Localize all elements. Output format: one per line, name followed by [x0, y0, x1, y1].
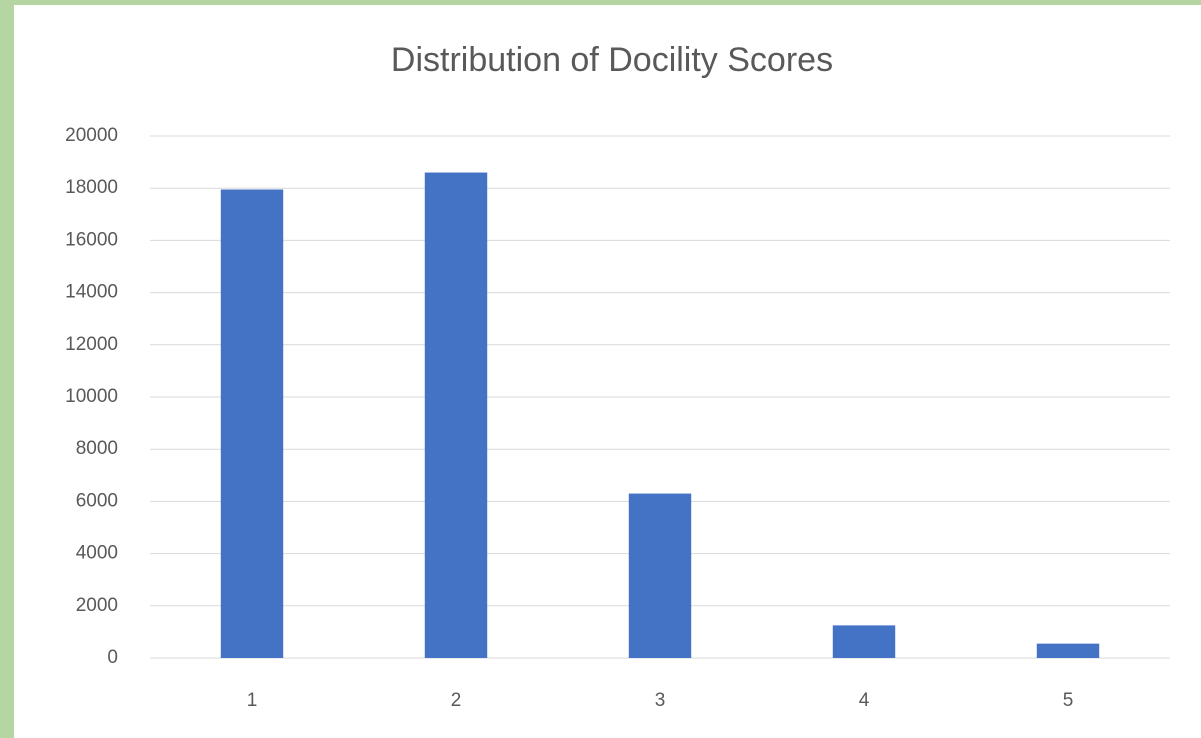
- y-tick-label: 10000: [65, 386, 118, 407]
- x-tick-label: 4: [859, 690, 870, 711]
- y-tick-label: 16000: [65, 229, 118, 250]
- bar: [628, 493, 692, 658]
- y-tick-label: 6000: [76, 490, 118, 511]
- bar: [424, 172, 488, 659]
- y-tick-label: 12000: [65, 334, 118, 355]
- bar: [832, 625, 896, 658]
- y-tick-label: 0: [107, 647, 118, 668]
- y-tick-label: 8000: [76, 438, 118, 459]
- chart: Distribution of Docility Scores 0 2000 400…: [14, 5, 1201, 738]
- x-tick-label: 1: [247, 690, 258, 711]
- bar: [220, 189, 284, 658]
- chart-title: Distribution of Docility Scores: [391, 41, 833, 79]
- x-tick-label: 2: [451, 690, 462, 711]
- y-tick-label: 18000: [65, 177, 118, 198]
- bar: [1036, 643, 1100, 658]
- y-tick-label: 20000: [65, 125, 118, 146]
- x-tick-label: 5: [1063, 690, 1074, 711]
- y-tick-label: 14000: [65, 282, 118, 303]
- y-tick-label: 4000: [76, 543, 118, 564]
- x-tick-label: 3: [655, 690, 666, 711]
- y-tick-label: 2000: [76, 595, 118, 616]
